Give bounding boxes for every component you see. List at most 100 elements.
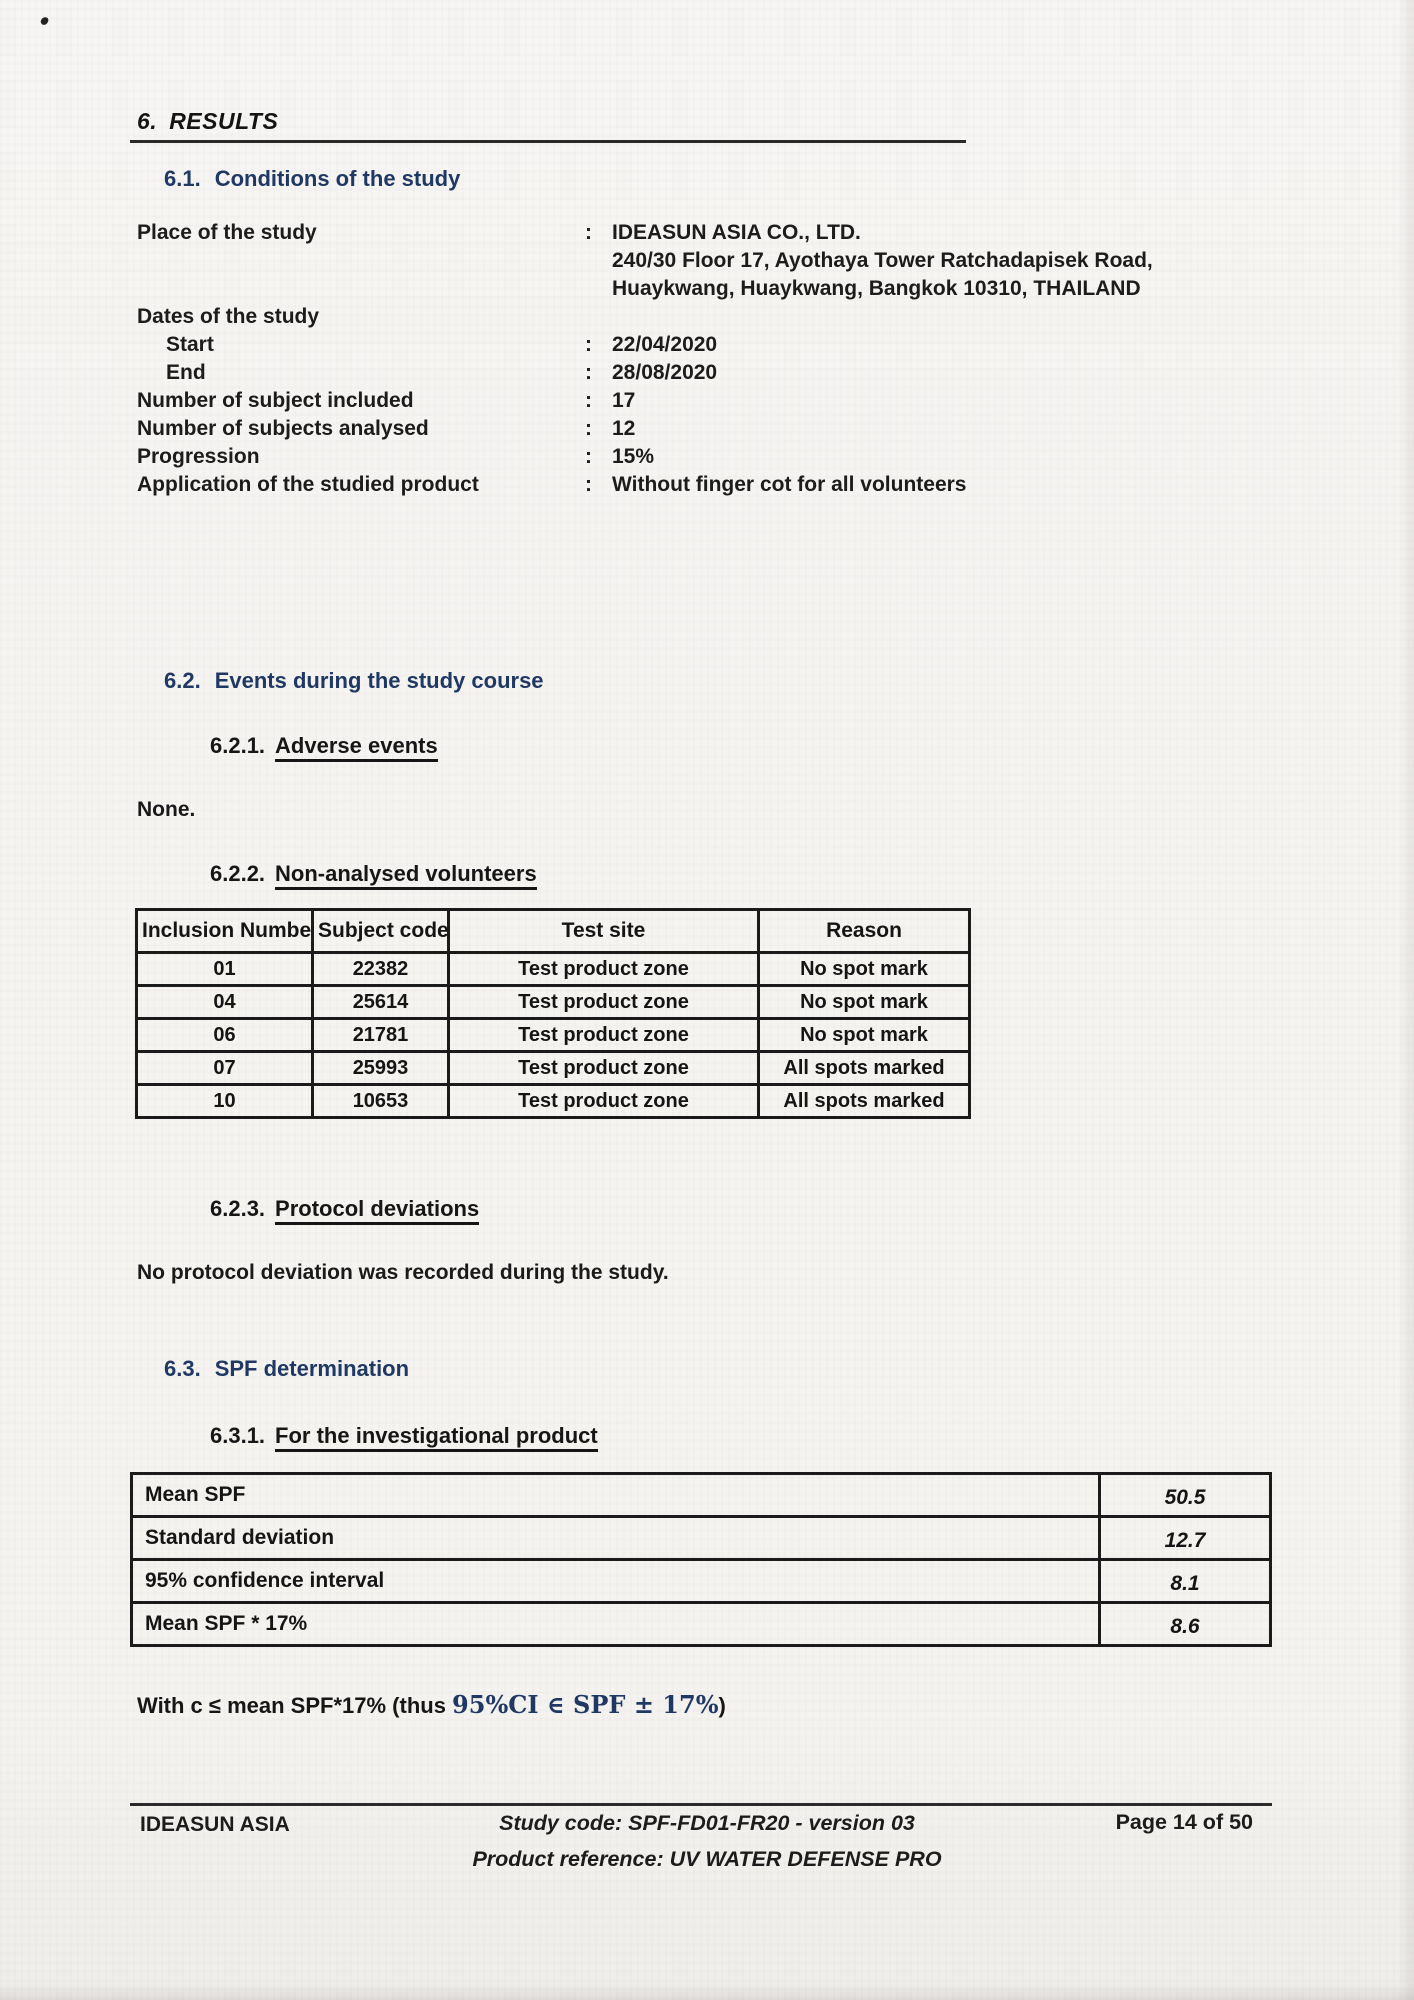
table-cell: All spots marked xyxy=(757,1050,971,1086)
column-header-reason: Reason xyxy=(757,908,971,954)
condition-label: Number of subjects analysed xyxy=(137,417,429,440)
spf-results-table: Mean SPF 50.5 Standard deviation 12.7 95… xyxy=(130,1472,1272,1647)
condition-label: Start xyxy=(166,333,214,356)
protocol-deviations-body: No protocol deviation was recorded durin… xyxy=(137,1261,669,1284)
heading-title: Adverse events xyxy=(275,733,438,762)
table-row: Standard deviation 12.7 xyxy=(130,1515,1272,1561)
table-cell: Test product zone xyxy=(447,1050,760,1086)
table-cell: 10 xyxy=(135,1083,314,1119)
section-results-heading: 6. RESULTS xyxy=(137,108,278,135)
spf-row-label: 95% confidence interval xyxy=(130,1558,1101,1604)
spf-row-value: 50.5 xyxy=(1098,1472,1272,1518)
heading-title: For the investigational product xyxy=(275,1423,598,1452)
table-cell: 22382 xyxy=(311,951,450,987)
non-analysed-volunteers-table: Inclusion Number Subject code Test site … xyxy=(135,908,971,1119)
table-row: 95% confidence interval 8.1 xyxy=(130,1558,1272,1604)
spf-row-label: Standard deviation xyxy=(130,1515,1101,1561)
heading-title: Non-analysed volunteers xyxy=(275,861,537,890)
condition-label: Application of the studied product xyxy=(137,473,479,496)
spf-row-value: 8.6 xyxy=(1098,1601,1272,1647)
condition-label: Place of the study xyxy=(137,221,317,244)
condition-value: 15% xyxy=(612,445,655,468)
footer-rule xyxy=(130,1803,1272,1806)
condition-value: 12 xyxy=(612,417,636,440)
note-suffix: ) xyxy=(718,1693,726,1718)
section-number: 6. xyxy=(137,108,158,134)
heading-number: 6.3.1. xyxy=(210,1423,266,1448)
condition-label xyxy=(137,275,585,303)
table-row: 04 25614 Test product zone No spot mark xyxy=(135,984,971,1020)
condition-value xyxy=(612,303,1277,331)
colon: : xyxy=(585,389,592,412)
table-row: 07 25993 Test product zone All spots mar… xyxy=(135,1050,971,1086)
column-header-subject-code: Subject code xyxy=(311,908,450,954)
table-cell: Test product zone xyxy=(447,951,760,987)
heading-title: Events during the study course xyxy=(214,668,544,693)
condition-label: Number of subject included xyxy=(137,389,414,412)
heading-number: 6.2.1. xyxy=(210,733,266,758)
table-cell: 06 xyxy=(135,1017,314,1053)
colon: : xyxy=(585,361,592,384)
spf-row-value: 8.1 xyxy=(1098,1558,1272,1604)
table-cell: 10653 xyxy=(311,1083,450,1119)
condition-value: 22/04/2020 xyxy=(612,333,718,356)
condition-row: Start : 22/04/2020 xyxy=(137,331,1277,359)
spf-row-value: 12.7 xyxy=(1098,1515,1272,1561)
table-cell: 21781 xyxy=(311,1017,450,1053)
scan-bottom-shade xyxy=(0,1984,1414,2000)
condition-row: End : 28/08/2020 xyxy=(137,359,1277,387)
condition-value: Huaykwang, Huaykwang, Bangkok 10310, THA… xyxy=(612,277,1141,300)
condition-row: Application of the studied product : Wit… xyxy=(137,471,1277,499)
footer-product-reference: Product reference: UV WATER DEFENSE PRO xyxy=(472,1847,942,1871)
colon: : xyxy=(585,221,592,244)
footer-study-code: Study code: SPF-FD01-FR20 - version 03 xyxy=(499,1811,915,1835)
adverse-events-body: None. xyxy=(137,798,196,821)
spf-row-label: Mean SPF xyxy=(130,1472,1101,1518)
heading-number: 6.2.3. xyxy=(210,1196,266,1221)
heading-events: 6.2. Events during the study course xyxy=(164,668,544,694)
table-cell: 07 xyxy=(135,1050,314,1086)
condition-label xyxy=(137,247,585,275)
colon xyxy=(585,303,612,331)
colon: : xyxy=(585,417,592,440)
table-header-row: Inclusion Number Subject code Test site … xyxy=(135,908,971,954)
spf-row-label: Mean SPF * 17% xyxy=(130,1601,1101,1647)
heading-title: Conditions of the study xyxy=(214,166,461,191)
colon xyxy=(585,275,612,303)
heading-non-analysed: 6.2.2. Non-analysed volunteers xyxy=(210,861,537,890)
heading-title: Protocol deviations xyxy=(275,1196,480,1225)
condition-row: Huaykwang, Huaykwang, Bangkok 10310, THA… xyxy=(137,275,1277,303)
table-cell: No spot mark xyxy=(757,1017,971,1053)
footer-company: IDEASUN ASIA xyxy=(140,1813,290,1836)
section-title: RESULTS xyxy=(169,108,279,134)
table-cell: All spots marked xyxy=(757,1083,971,1119)
heading-number: 6.1. xyxy=(164,166,201,191)
column-header-inclusion-number: Inclusion Number xyxy=(135,908,314,954)
heading-spf-determination: 6.3. SPF determination xyxy=(164,1356,409,1382)
condition-value: IDEASUN ASIA CO., LTD. xyxy=(612,221,861,244)
table-cell: 25993 xyxy=(311,1050,450,1086)
condition-label: Progression xyxy=(137,445,260,468)
colon: : xyxy=(585,473,592,496)
heading-adverse-events: 6.2.1. Adverse events xyxy=(210,733,438,762)
table-cell: No spot mark xyxy=(757,951,971,987)
spf-confidence-note: With c ≤ mean SPF*17% (thus 95%CI ∈ SPF … xyxy=(137,1690,726,1719)
table-row: 10 10653 Test product zone All spots mar… xyxy=(135,1083,971,1119)
condition-row: Progression : 15% xyxy=(137,443,1277,471)
condition-value: Without finger cot for all volunteers xyxy=(612,473,967,496)
condition-label: End xyxy=(166,361,206,384)
colon: : xyxy=(585,445,592,468)
heading-protocol-deviations: 6.2.3. Protocol deviations xyxy=(210,1196,480,1225)
table-cell: Test product zone xyxy=(447,984,760,1020)
condition-value: 17 xyxy=(612,389,636,412)
condition-row: Number of subjects analysed : 12 xyxy=(137,415,1277,443)
note-prefix: With c ≤ mean SPF*17% (thus xyxy=(137,1693,453,1718)
heading-title: SPF determination xyxy=(214,1356,410,1381)
table-cell: No spot mark xyxy=(757,984,971,1020)
heading-conditions: 6.1. Conditions of the study xyxy=(164,166,460,192)
heading-number: 6.3. xyxy=(164,1356,201,1381)
heading-investigational-product: 6.3.1. For the investigational product xyxy=(210,1423,598,1452)
condition-row: 240/30 Floor 17, Ayothaya Tower Ratchada… xyxy=(137,247,1277,275)
colon: : xyxy=(585,333,592,356)
